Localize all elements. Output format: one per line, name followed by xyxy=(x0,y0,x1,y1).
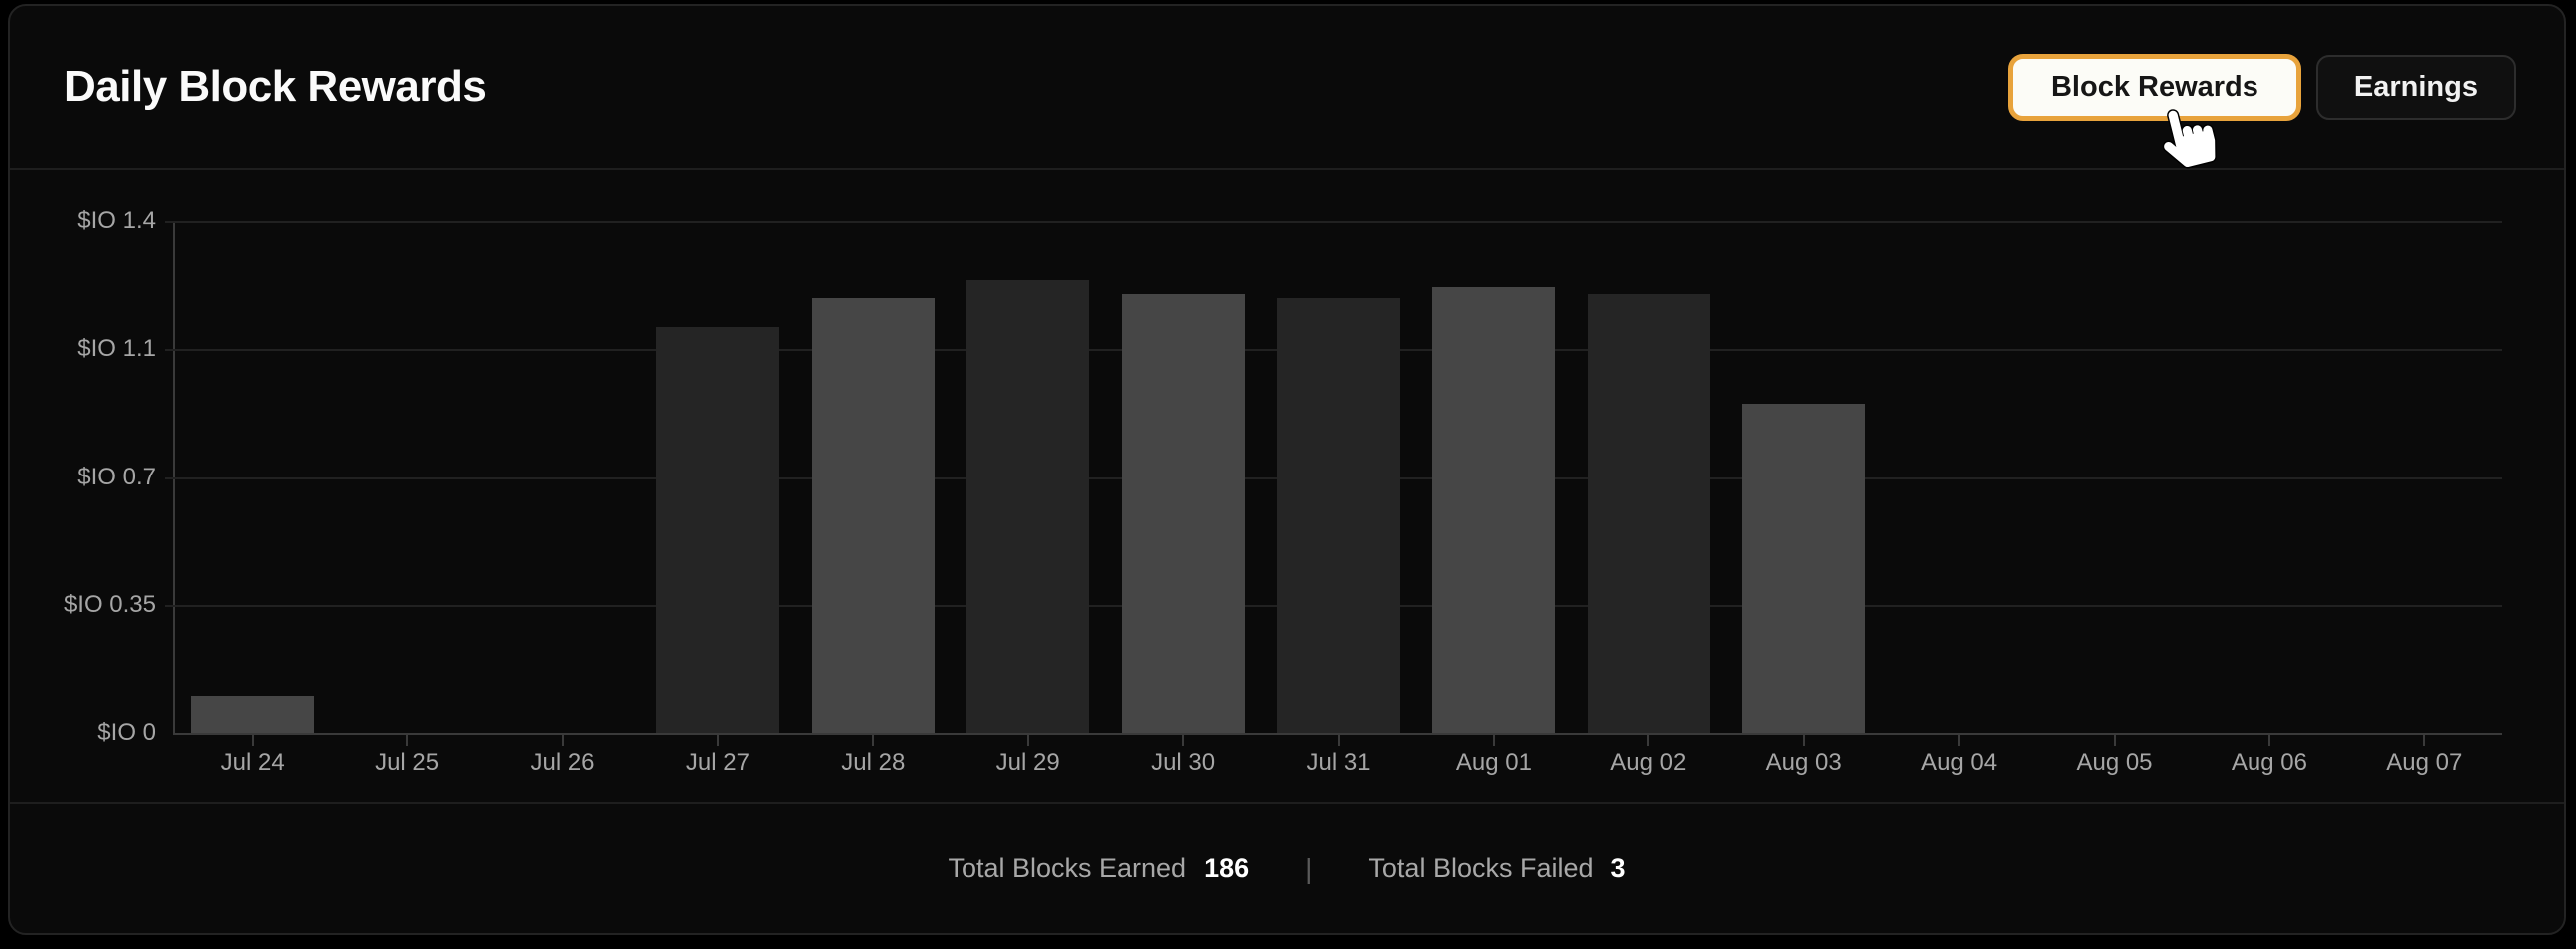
footer-separator: | xyxy=(1305,852,1313,884)
x-axis-tick xyxy=(2113,735,2116,746)
x-axis-tick xyxy=(2423,735,2426,746)
x-axis-tick xyxy=(2267,735,2270,746)
x-axis-tick-label: Jul 27 xyxy=(685,749,750,776)
bar-aug-02[interactable] xyxy=(1587,294,1710,733)
x-axis-tick xyxy=(1492,735,1495,746)
x-axis-tick-label: Jul 26 xyxy=(530,749,595,776)
total-blocks-earned-value: 186 xyxy=(1204,853,1250,883)
y-axis-tick-label: $IO 1.1 xyxy=(77,335,156,363)
x-axis-tick-label: Aug 03 xyxy=(1765,749,1842,776)
bar-chart: $IO 0 $IO 0.35 $IO 0.7 $IO 1.1 $IO 1.4 Jul 2… xyxy=(64,207,2502,776)
x-axis-tick xyxy=(251,735,254,746)
x-axis-tick-label: Jul 29 xyxy=(995,749,1060,776)
daily-block-rewards-card: Daily Block Rewards Block Rewards Earnin… xyxy=(8,4,2566,935)
card-header: Daily Block Rewards Block Rewards Earnin… xyxy=(10,6,2564,170)
chart-toggle-group: Block Rewards Earnings xyxy=(2007,53,2516,121)
x-axis-tick xyxy=(1337,735,1340,746)
total-blocks-earned-label: Total Blocks Earned xyxy=(948,853,1187,883)
x-axis-tick-label: Jul 25 xyxy=(375,749,440,776)
x-axis-tick xyxy=(872,735,875,746)
x-axis-tick-label: Aug 01 xyxy=(1455,749,1532,776)
bar-jul-29[interactable] xyxy=(966,279,1090,733)
y-axis-tick-label: $IO 0 xyxy=(97,719,156,746)
bar-jul-31[interactable] xyxy=(1277,297,1400,733)
x-axis-tick-label: Aug 05 xyxy=(2076,749,2153,776)
bar-jul-28[interactable] xyxy=(811,297,935,733)
bar-aug-03[interactable] xyxy=(1742,404,1866,733)
x-axis-tick xyxy=(561,735,564,746)
y-axis-tick-label: $IO 0.7 xyxy=(77,463,156,490)
x-axis-tick-label: Jul 31 xyxy=(1306,749,1371,776)
x-axis-tick-label: Jul 28 xyxy=(841,749,906,776)
y-axis-tick-label: $IO 0.35 xyxy=(63,590,156,618)
x-axis-tick xyxy=(1182,735,1185,746)
bar-jul-24[interactable] xyxy=(191,696,315,733)
total-blocks-failed-value: 3 xyxy=(1610,853,1626,883)
x-axis-tick-label: Jul 24 xyxy=(220,749,285,776)
x-axis-tick xyxy=(1802,735,1805,746)
x-axis-tick-label: Jul 30 xyxy=(1151,749,1216,776)
x-axis-tick xyxy=(406,735,409,746)
card-footer: Total Blocks Earned 186 | Total Blocks F… xyxy=(10,802,2564,933)
total-blocks-failed-label: Total Blocks Failed xyxy=(1368,853,1594,883)
x-axis-tick-label: Aug 04 xyxy=(1921,749,1998,776)
gridline xyxy=(165,221,2502,223)
bar-jul-30[interactable] xyxy=(1121,294,1245,733)
bar-jul-27[interactable] xyxy=(656,327,780,733)
chart-section: $IO 0 $IO 0.35 $IO 0.7 $IO 1.1 $IO 1.4 Jul 2… xyxy=(10,170,2564,804)
x-axis-tick-label: Aug 07 xyxy=(2386,749,2463,776)
x-axis-tick-label: Aug 02 xyxy=(1610,749,1687,776)
x-axis-tick xyxy=(716,735,719,746)
bar-aug-01[interactable] xyxy=(1432,286,1556,733)
earnings-button[interactable]: Earnings xyxy=(2315,54,2516,120)
x-axis-tick xyxy=(1958,735,1961,746)
y-axis-tick-label: $IO 1.4 xyxy=(77,207,156,234)
x-axis-tick xyxy=(1026,735,1029,746)
x-axis-tick xyxy=(1647,735,1650,746)
block-rewards-button[interactable]: Block Rewards xyxy=(2007,53,2301,121)
page-title: Daily Block Rewards xyxy=(64,62,487,111)
x-axis-tick-label: Aug 06 xyxy=(2231,749,2307,776)
